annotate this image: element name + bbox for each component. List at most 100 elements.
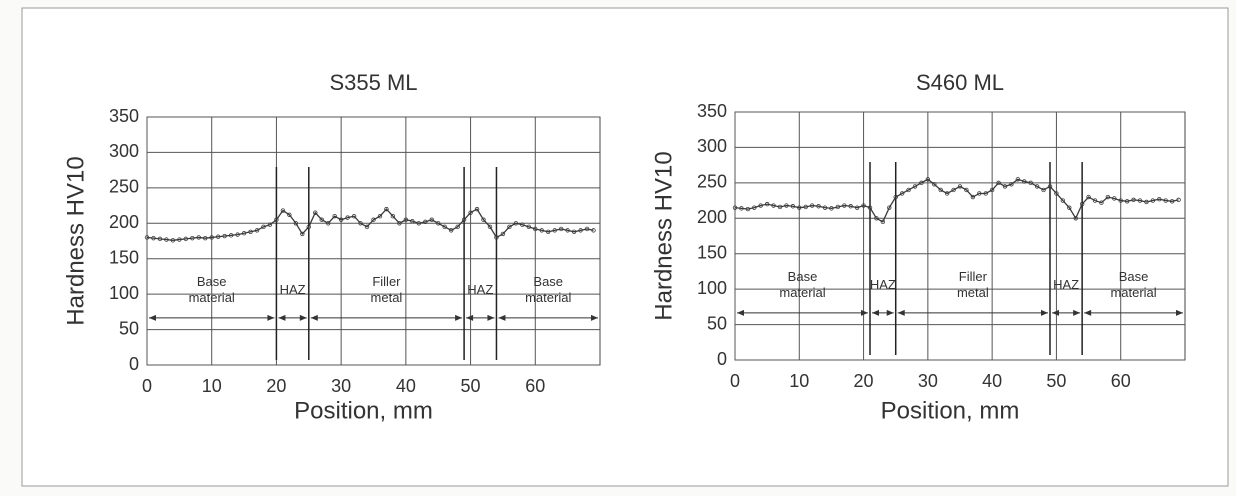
data-point — [790, 204, 796, 209]
data-point — [578, 228, 583, 233]
data-point — [494, 235, 499, 240]
zone-label: Base material — [1110, 269, 1156, 300]
data-point — [468, 210, 473, 215]
data-point — [157, 236, 163, 242]
y-tick-label: 0 — [129, 354, 139, 374]
data-point — [906, 187, 911, 193]
y-tick-label: 300 — [697, 136, 727, 156]
x-tick-label: 40 — [982, 371, 1002, 391]
zone-label-line: material — [1110, 285, 1156, 300]
data-point — [887, 205, 892, 210]
data-point — [970, 194, 976, 200]
data-point — [228, 233, 234, 238]
data-point — [448, 228, 454, 233]
data-point — [1163, 198, 1168, 203]
data-point — [332, 213, 337, 219]
data-point — [816, 204, 821, 209]
data-point — [983, 191, 988, 196]
data-point — [944, 191, 950, 196]
data-point — [397, 221, 402, 226]
data-point — [771, 203, 776, 208]
x-tick-label: 50 — [461, 376, 481, 396]
data-line — [734, 178, 1179, 223]
zone-label-line: Filler — [372, 274, 401, 289]
data-point — [784, 203, 789, 208]
data-point — [1131, 197, 1136, 203]
data-point — [932, 182, 937, 187]
x-tick-label: 30 — [918, 371, 938, 391]
data-point — [1176, 197, 1181, 203]
data-point — [880, 219, 886, 225]
data-point — [235, 232, 240, 237]
data-point — [261, 224, 266, 230]
y-axis-label: Hardness HV10 — [650, 151, 677, 320]
data-point — [558, 226, 564, 232]
data-point — [319, 217, 324, 222]
data-point — [1073, 216, 1078, 221]
data-point — [1137, 198, 1143, 203]
zone-label-line: Base — [1119, 269, 1149, 284]
x-tick-label: 10 — [789, 371, 809, 391]
data-point — [842, 203, 847, 208]
data-point — [1086, 194, 1091, 200]
data-point — [829, 206, 834, 211]
data-point — [300, 231, 305, 237]
data-point — [1054, 191, 1059, 196]
data-point — [1092, 198, 1098, 203]
data-point — [874, 216, 879, 221]
zone-label-line: material — [189, 290, 235, 305]
y-axis-label: Hardness HV10 — [62, 156, 89, 325]
y-tick-label: 350 — [109, 106, 139, 126]
data-point — [1022, 179, 1027, 184]
data-point — [854, 205, 860, 210]
data-point — [912, 184, 918, 189]
data-point — [520, 222, 525, 227]
data-point — [481, 217, 486, 222]
data-point — [1067, 205, 1072, 210]
zone-label: Filler metal — [957, 269, 989, 300]
data-point — [170, 238, 176, 243]
zone-label-line: Base — [533, 274, 563, 289]
data-point — [1060, 198, 1066, 203]
data-point — [803, 204, 808, 210]
zone-label-line: material — [779, 285, 825, 300]
x-axis-label: Position, mm — [294, 397, 433, 424]
data-point — [919, 180, 924, 186]
data-point — [267, 222, 273, 227]
data-point — [552, 228, 557, 233]
data-point — [196, 235, 201, 240]
zone-label-line: metal — [957, 285, 989, 300]
data-point — [739, 206, 744, 211]
x-tick-label: 30 — [331, 376, 351, 396]
data-point — [938, 187, 943, 193]
data-point — [254, 228, 260, 233]
x-tick-label: 10 — [202, 376, 222, 396]
data-point — [1041, 187, 1046, 193]
arrow-head — [872, 309, 894, 316]
data-point — [248, 229, 253, 234]
data-point — [326, 221, 331, 226]
zone-label: Base material — [525, 274, 571, 305]
chart-title: S460 ML — [916, 70, 1004, 95]
y-tick-label: 150 — [697, 242, 727, 262]
x-axis-label: Position, mm — [881, 397, 1020, 424]
zone-label-line: material — [525, 290, 571, 305]
zone-label-line: HAZ — [870, 277, 896, 292]
data-point — [287, 212, 292, 217]
zone-label: HAZ — [467, 282, 493, 297]
data-point — [209, 235, 214, 240]
x-tick-label: 60 — [525, 376, 545, 396]
data-point — [164, 237, 169, 242]
data-point — [177, 237, 182, 242]
data-point — [1015, 177, 1021, 182]
chart-title: S355 ML — [329, 70, 417, 95]
data-point — [867, 205, 873, 210]
zone-label: Base material — [189, 274, 235, 305]
data-point — [764, 201, 770, 207]
zone-label-line: metal — [371, 290, 403, 305]
data-point — [951, 187, 956, 193]
data-point — [1112, 196, 1117, 201]
data-line — [146, 208, 594, 241]
data-point — [183, 236, 189, 242]
data-point — [1028, 180, 1033, 186]
